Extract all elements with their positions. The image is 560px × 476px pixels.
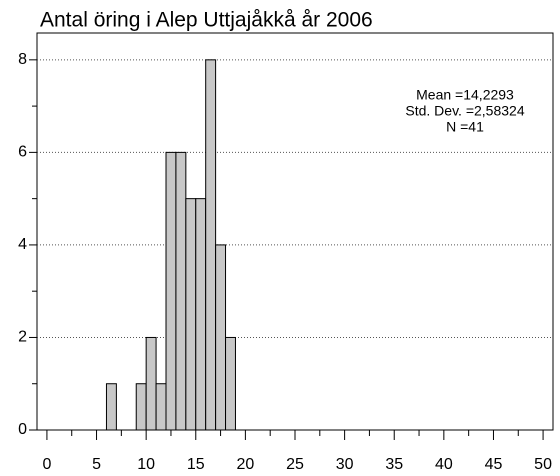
bar [105, 383, 117, 431]
bar [185, 198, 197, 431]
x-tick-label: 25 [286, 456, 304, 473]
x-tick-label: 10 [137, 456, 155, 473]
bar [165, 151, 177, 431]
bar [135, 383, 147, 431]
y-tick-label: 6 [18, 144, 27, 161]
x-tick-label: 20 [236, 456, 254, 473]
bar [155, 383, 167, 431]
bar [175, 151, 187, 431]
annotation: Mean =14,2293 [416, 87, 514, 103]
y-tick-label: 8 [18, 51, 27, 68]
x-tick-label: 40 [435, 456, 453, 473]
y-tick-label: 2 [18, 329, 27, 346]
x-tick-label: 35 [385, 456, 403, 473]
x-tick-label: 5 [92, 456, 101, 473]
x-tick-label: 0 [42, 456, 51, 473]
y-tick-label: 0 [18, 421, 27, 438]
x-tick-label: 45 [485, 456, 503, 473]
annotation: Std. Dev. =2,58324 [405, 103, 524, 119]
bar [145, 336, 157, 431]
bar [195, 198, 207, 431]
annotation: N =41 [446, 119, 484, 135]
bar [215, 244, 227, 431]
chart-title: Antal öring i Alep Uttjajåkkå år 2006 [40, 9, 373, 32]
y-tick-label: 4 [18, 236, 27, 253]
x-tick-label: 30 [336, 456, 354, 473]
x-tick-label: 15 [187, 456, 205, 473]
x-tick-label: 50 [534, 456, 552, 473]
bar [225, 336, 236, 431]
bar [205, 59, 217, 431]
